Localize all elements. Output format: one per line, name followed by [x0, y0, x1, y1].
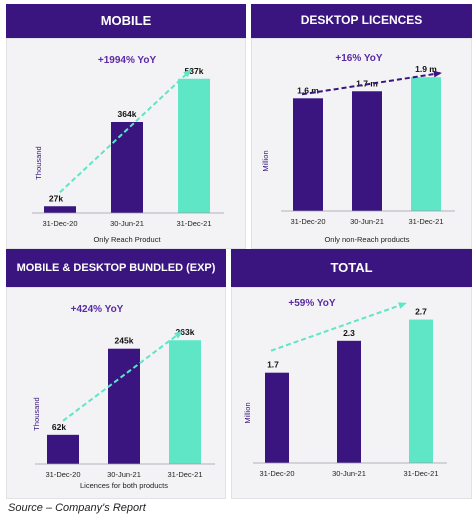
desktop-licences-bar-chart: 1.6 m 31-Dec-20 1.7 m 30-Jun-21 1.9 m 31-Dec-… [261, 53, 455, 244]
x-axis-caption: Only Reach Product [93, 235, 161, 244]
chart-title: DESKTOP LICENCES [251, 4, 472, 38]
yoy-annotation: +16% YoY [335, 53, 382, 64]
data-label: 245k [115, 336, 134, 346]
x-tick-label: 30-Jun-21 [350, 217, 384, 226]
trend-arrow-head [398, 302, 407, 309]
data-label: 364k [118, 109, 137, 119]
x-tick-label: 30-Jun-21 [110, 219, 144, 228]
x-axis-caption: Only non-Reach products [324, 235, 409, 244]
mobile-bar-chart: 27k 31-Dec-20 364k 30-Jun-21 537k 31-Dec-21 Th… [32, 55, 224, 244]
yoy-annotation: +59% YoY [288, 298, 335, 309]
data-label: 263k [176, 327, 195, 337]
bundled-bar-chart: 62k 31-Dec-20 245k 30-Jun-21 263k 31-Dec-21 Th… [32, 304, 215, 490]
bar [169, 340, 201, 464]
data-label: 1.7 m [356, 78, 378, 88]
total-chart-panel: TOTAL 1.7 31-Dec-20 2.3 30-Jun-21 2.7 31-Dec-… [231, 249, 472, 499]
total-bar-chart: 1.7 31-Dec-20 2.3 30-Jun-21 2.7 31-Dec-21 Mill… [243, 298, 447, 478]
bar [44, 206, 76, 213]
bundled-chart-panel: MOBILE & DESKTOP BUNDLED (EXP) 62k 31-Dec… [6, 249, 226, 499]
y-axis-label: Million [261, 150, 270, 171]
bar [337, 340, 361, 463]
data-label: 1.6 m [297, 85, 319, 95]
data-label: 1.7 [267, 360, 279, 370]
bar [411, 77, 441, 211]
x-tick-label: 30-Jun-21 [332, 469, 366, 478]
y-axis-label: Thousand [32, 397, 41, 430]
trend-arrow-head [183, 69, 192, 78]
mobile-chart-panel: MOBILE 27k 31-Dec-20 364k 30-Jun-21 537k 31-D… [6, 4, 246, 249]
data-label: 2.7 [415, 307, 427, 317]
bar [178, 78, 210, 213]
bar [47, 434, 79, 464]
trend-arrow-head [174, 331, 183, 339]
x-tick-label: 31-Dec-20 [42, 219, 77, 228]
y-axis-label: Thousand [34, 146, 43, 179]
chart-body: 1.6 m 31-Dec-20 1.7 m 30-Jun-21 1.9 m 31-Dec-… [251, 38, 472, 249]
bar [111, 122, 143, 213]
x-tick-label: 31-Dec-20 [290, 217, 325, 226]
y-axis-label: Million [243, 402, 252, 423]
chart-body: 27k 31-Dec-20 364k 30-Jun-21 537k 31-Dec-21 Th… [6, 38, 246, 249]
yoy-annotation: +1994% YoY [98, 55, 157, 66]
data-label: 27k [49, 193, 63, 203]
x-tick-label: 31-Dec-21 [176, 219, 211, 228]
source-note: Source – Company's Report [8, 502, 146, 514]
chart-title: MOBILE [6, 4, 246, 38]
chart-title: MOBILE & DESKTOP BUNDLED (EXP) [6, 249, 226, 287]
bar [409, 319, 433, 463]
desktop-licences-chart-panel: DESKTOP LICENCES 1.6 m 31-Dec-20 1.7 m 30-J… [251, 4, 472, 249]
trend-arrow [59, 70, 191, 193]
chart-title: TOTAL [231, 249, 472, 287]
x-axis-caption: Licences for both products [80, 481, 168, 490]
bar [352, 91, 382, 211]
x-tick-label: 31-Dec-21 [408, 217, 443, 226]
yoy-annotation: +424% YoY [71, 304, 124, 315]
bar [265, 372, 289, 463]
trend-arrow-head [433, 70, 442, 78]
trend-arrow [62, 331, 182, 422]
x-tick-label: 31-Dec-21 [403, 469, 438, 478]
bar [293, 98, 323, 211]
x-tick-label: 30-Jun-21 [107, 470, 141, 479]
trend-arrow [301, 72, 441, 96]
x-tick-label: 31-Dec-20 [259, 469, 294, 478]
data-label: 2.3 [343, 328, 355, 338]
data-label: 62k [52, 422, 66, 432]
data-label: 1.9 m [415, 64, 437, 74]
chart-body: 1.7 31-Dec-20 2.3 30-Jun-21 2.7 31-Dec-21 Mill… [231, 287, 472, 499]
chart-body: 62k 31-Dec-20 245k 30-Jun-21 263k 31-Dec-21 Th… [6, 287, 226, 499]
x-tick-label: 31-Dec-20 [45, 470, 80, 479]
x-tick-label: 31-Dec-21 [167, 470, 202, 479]
data-label: 537k [185, 66, 204, 76]
